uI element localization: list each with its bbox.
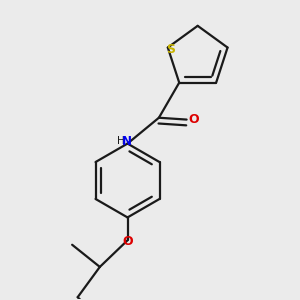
Text: H: H <box>117 136 124 146</box>
Text: S: S <box>167 43 176 56</box>
Text: N: N <box>122 134 132 148</box>
Text: O: O <box>122 236 133 248</box>
Text: O: O <box>188 113 199 126</box>
